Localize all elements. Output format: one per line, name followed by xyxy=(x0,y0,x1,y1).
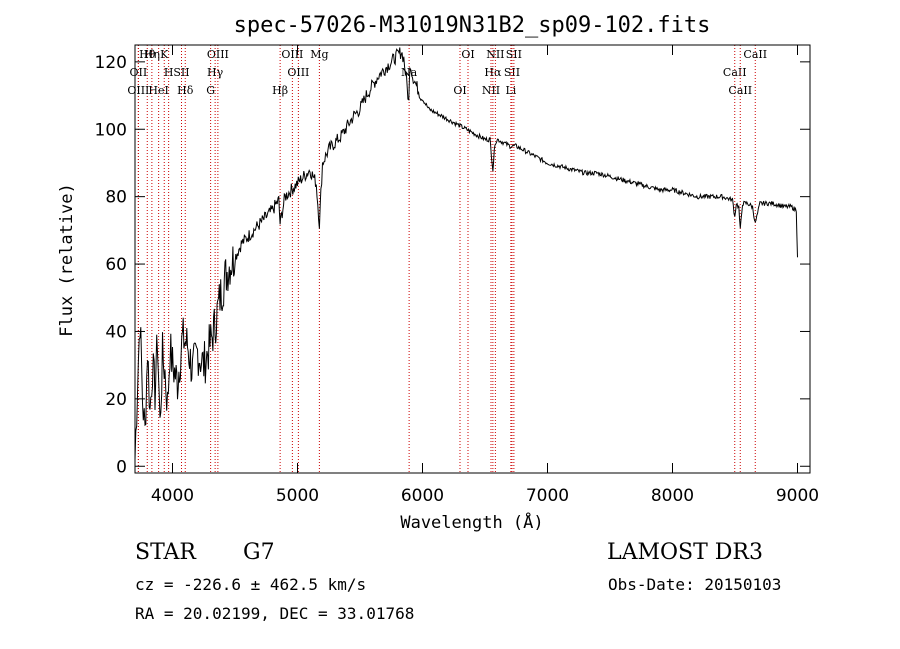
x-tick-label: 4000 xyxy=(151,486,194,506)
line-label: Hγ xyxy=(207,66,224,79)
coordinates: RA = 20.02199, DEC = 33.01768 xyxy=(135,604,415,623)
x-tick-label: 9000 xyxy=(776,486,819,506)
y-tick-label: 80 xyxy=(105,188,127,208)
line-label: SII xyxy=(173,66,189,79)
y-tick-label: 100 xyxy=(95,120,127,140)
y-tick-label: 0 xyxy=(116,457,127,477)
x-tick-label: 5000 xyxy=(276,486,319,506)
y-axis-label: Flux (relative) xyxy=(57,183,77,337)
x-tick-label: 6000 xyxy=(401,486,444,506)
object-type: STAR xyxy=(135,540,196,565)
line-label: K xyxy=(160,48,169,61)
obs-date: Obs-Date: 20150103 xyxy=(608,575,782,594)
survey-label: LAMOST DR3 xyxy=(607,540,763,565)
line-label: OIII xyxy=(207,48,229,61)
line-label: OIII xyxy=(127,84,149,97)
y-tick-label: 60 xyxy=(105,255,127,275)
line-label: Mg xyxy=(310,48,328,61)
x-axis-label: Wavelength (Å) xyxy=(400,511,543,533)
line-label: Hβ xyxy=(272,84,288,97)
line-label: CaII xyxy=(728,84,752,97)
line-label: OI xyxy=(453,84,466,97)
spectrum-line xyxy=(134,47,798,461)
chart-title: spec-57026-M31019N31B2_sp09-102.fits xyxy=(234,13,711,38)
line-label: OIII xyxy=(287,66,309,79)
line-label: Hη xyxy=(144,48,160,61)
x-tick-label: 8000 xyxy=(651,486,694,506)
x-tick-label: 7000 xyxy=(526,486,569,506)
line-label: G xyxy=(206,84,215,97)
line-label: NII xyxy=(482,84,500,97)
line-label: NII xyxy=(486,48,504,61)
y-tick-label: 120 xyxy=(95,53,127,73)
plot-frame xyxy=(134,44,811,474)
line-label: CaII xyxy=(723,66,747,79)
line-label: OI xyxy=(461,48,474,61)
line-label: OIII xyxy=(281,48,303,61)
line-label: CaII xyxy=(743,48,767,61)
line-label: SII xyxy=(504,66,520,79)
subclass: G7 xyxy=(243,540,275,565)
line-label: Hδ xyxy=(177,84,194,97)
y-tick-label: 40 xyxy=(105,322,127,342)
line-label: HeI xyxy=(148,84,168,97)
redshift-text: cz = -226.6 ± 462.5 km/s xyxy=(135,575,367,594)
line-label: SII xyxy=(506,48,522,61)
y-tick-label: 20 xyxy=(105,390,127,410)
line-label: Hα xyxy=(484,66,502,79)
line-label: Li xyxy=(505,84,516,97)
line-label: H xyxy=(164,66,174,79)
